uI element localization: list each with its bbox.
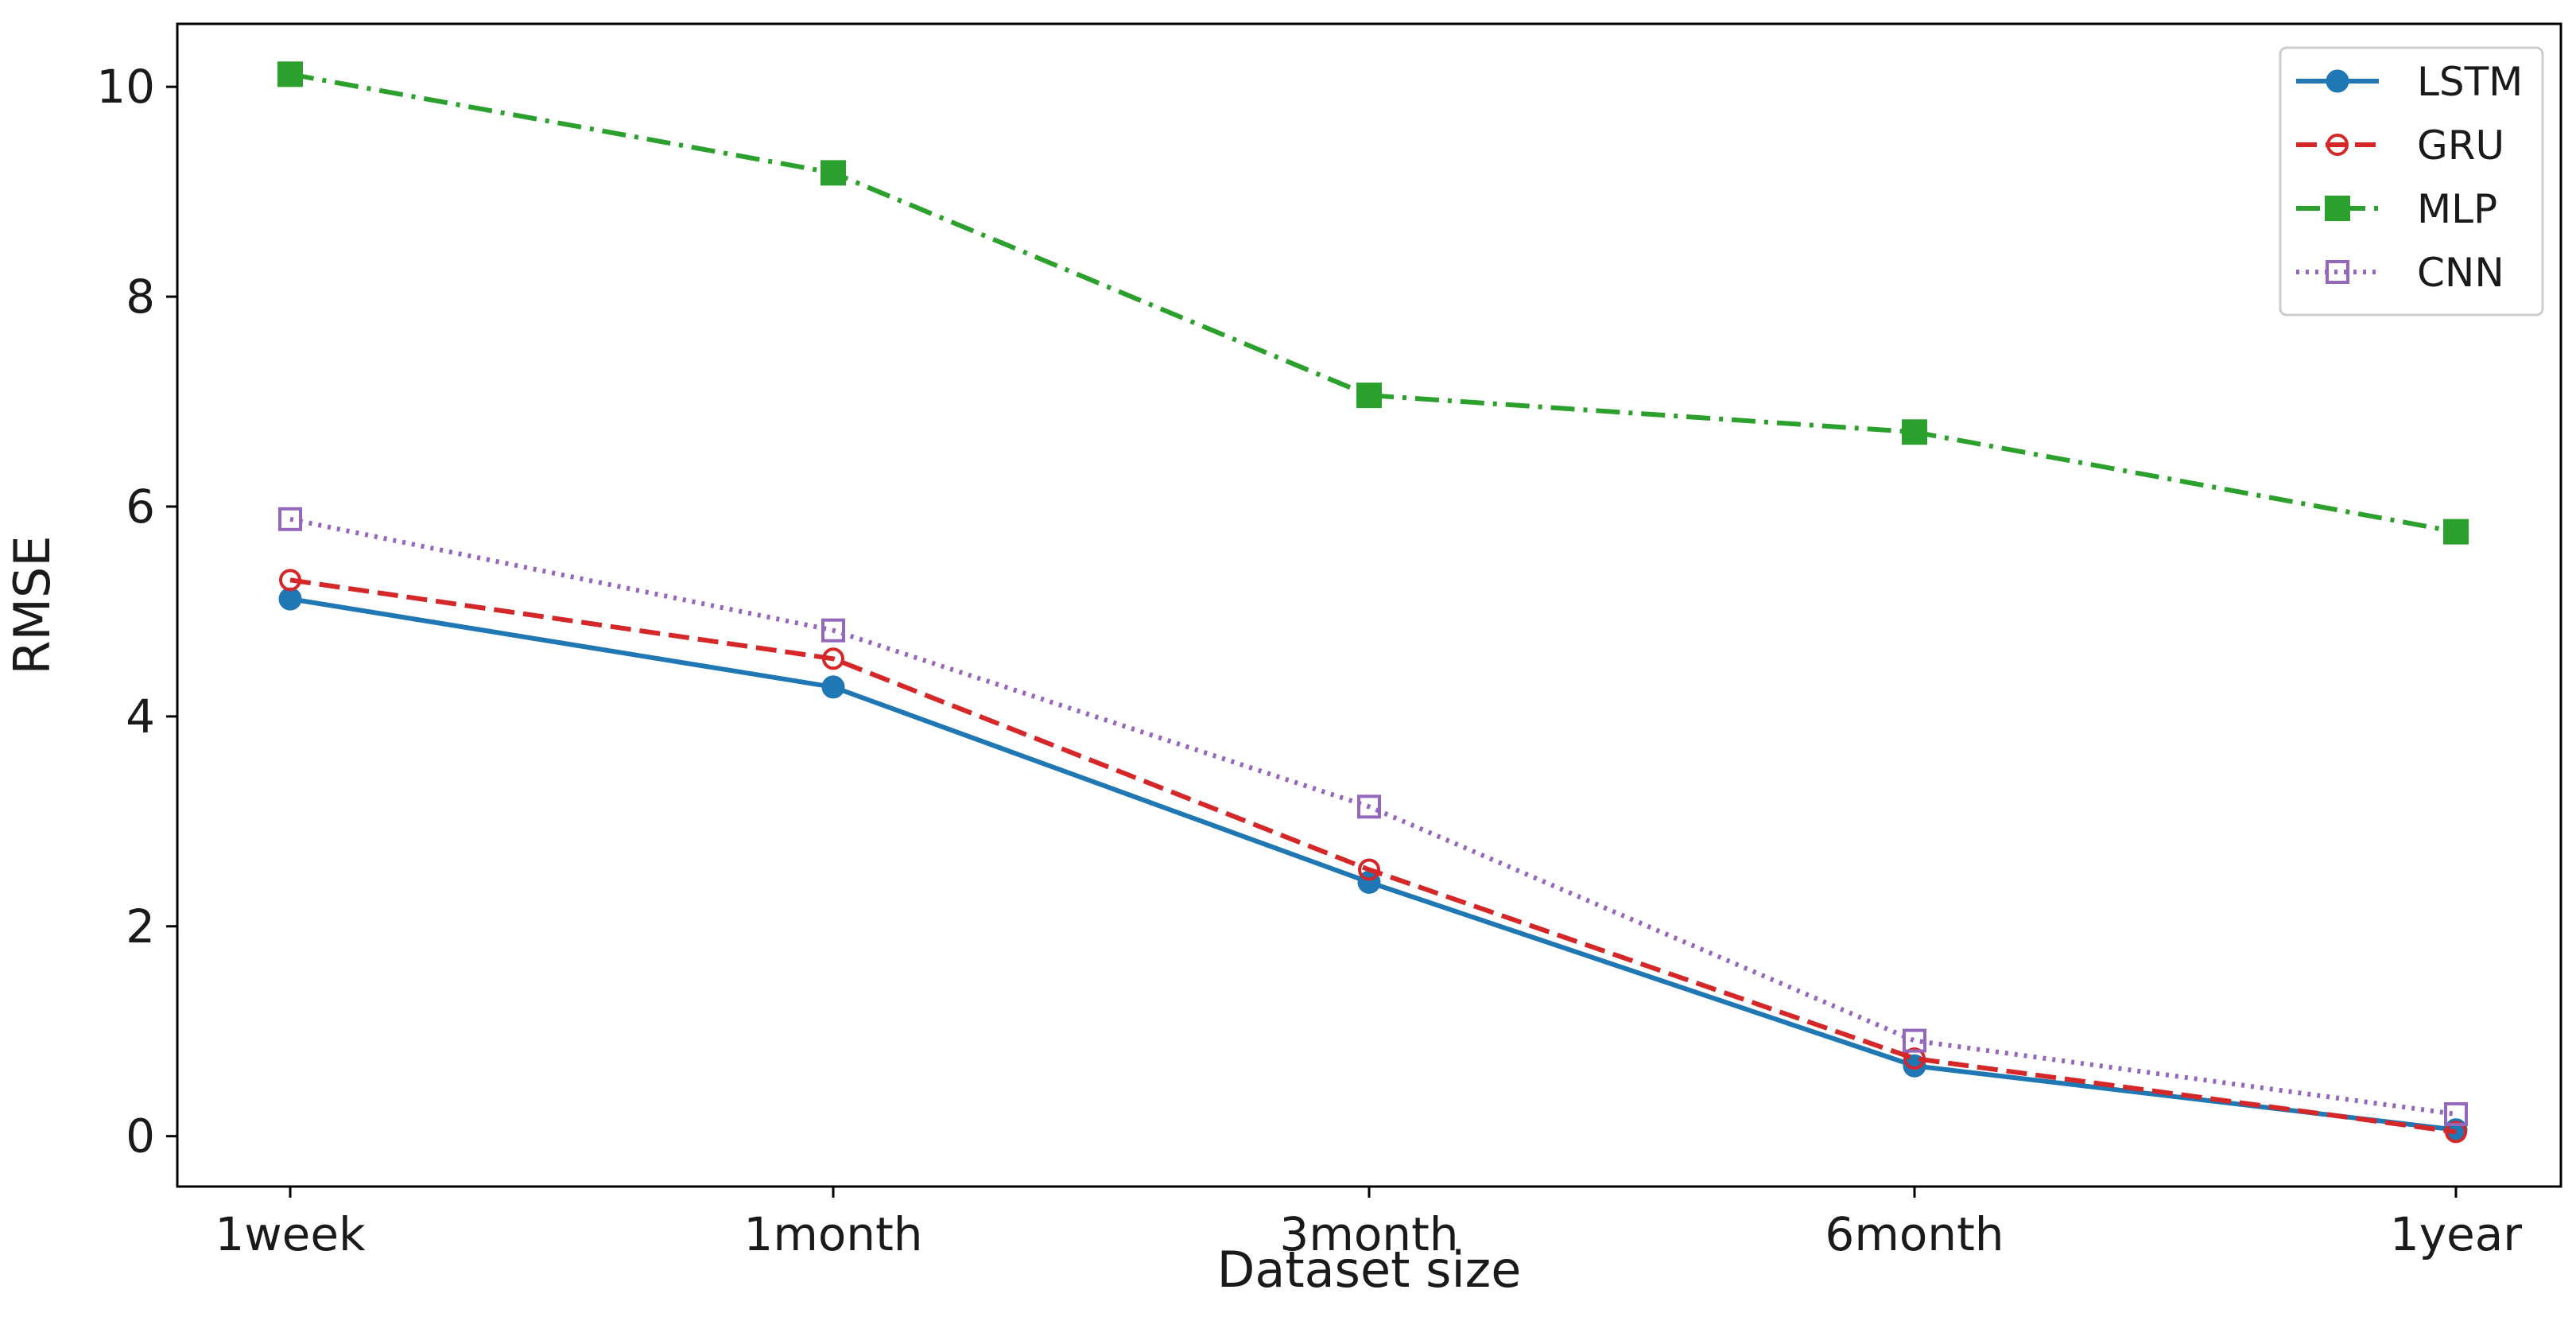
series-line-gru <box>289 577 2457 1135</box>
plot-area <box>277 61 2469 1144</box>
series-line-cnn <box>289 516 2457 1117</box>
y-tick-label: 8 <box>126 270 155 324</box>
legend: LSTM GRU MLP CNN <box>2279 46 2544 317</box>
x-tick-label: 6month <box>1825 1207 2004 1261</box>
legend-label-gru: GRU <box>2417 122 2504 169</box>
y-axis-label: RMSE <box>3 535 61 674</box>
data-point-cnn <box>1903 1028 1926 1053</box>
data-point-mlp <box>2443 519 2469 545</box>
y-tick-label: 0 <box>126 1109 155 1163</box>
data-point-mlp <box>277 61 303 87</box>
axes: 0 2 4 6 8 10 1week 1month 3month 6month 1year <box>96 60 2522 1261</box>
data-point-cnn <box>821 618 845 643</box>
y-tick-label: 2 <box>126 899 155 954</box>
legend-marker-mlp <box>2325 196 2350 221</box>
legend-marker-cnn <box>2326 260 2349 284</box>
data-point-gru <box>2445 1121 2467 1144</box>
data-point-gru <box>279 569 301 592</box>
data-point-mlp <box>1356 383 1382 409</box>
x-axis-label: Dataset size <box>1217 1241 1522 1299</box>
legend-label-cnn: CNN <box>2417 250 2504 296</box>
y-tick-label: 6 <box>126 480 155 534</box>
series-line-mlp <box>289 72 2457 534</box>
legend-marker-lstm <box>2326 69 2349 93</box>
y-tick-label: 4 <box>126 689 155 744</box>
legend-label-lstm: LSTM <box>2417 59 2523 105</box>
data-point-cnn <box>278 507 302 531</box>
legend-marker-gru <box>2326 134 2349 156</box>
data-point-lstm <box>278 587 302 611</box>
x-tick-label: 1year <box>2390 1207 2522 1261</box>
legend-box <box>2279 46 2544 317</box>
x-tick-label: 3month <box>1279 1207 1458 1261</box>
x-tick-label: 1week <box>215 1207 366 1261</box>
data-point-cnn <box>2444 1101 2468 1126</box>
data-point-mlp <box>821 160 846 186</box>
data-point-lstm <box>821 675 845 699</box>
legend-label-mlp: MLP <box>2417 186 2497 232</box>
series-line-lstm <box>289 596 2457 1132</box>
x-tick-label: 1month <box>743 1207 922 1261</box>
data-point-gru <box>1903 1047 1926 1070</box>
data-point-mlp <box>1902 419 1927 445</box>
plot-frame <box>176 22 2562 1188</box>
data-point-gru <box>1358 858 1380 881</box>
y-tick-label: 10 <box>96 60 155 114</box>
data-point-gru <box>822 647 844 670</box>
data-point-cnn <box>1357 794 1381 819</box>
